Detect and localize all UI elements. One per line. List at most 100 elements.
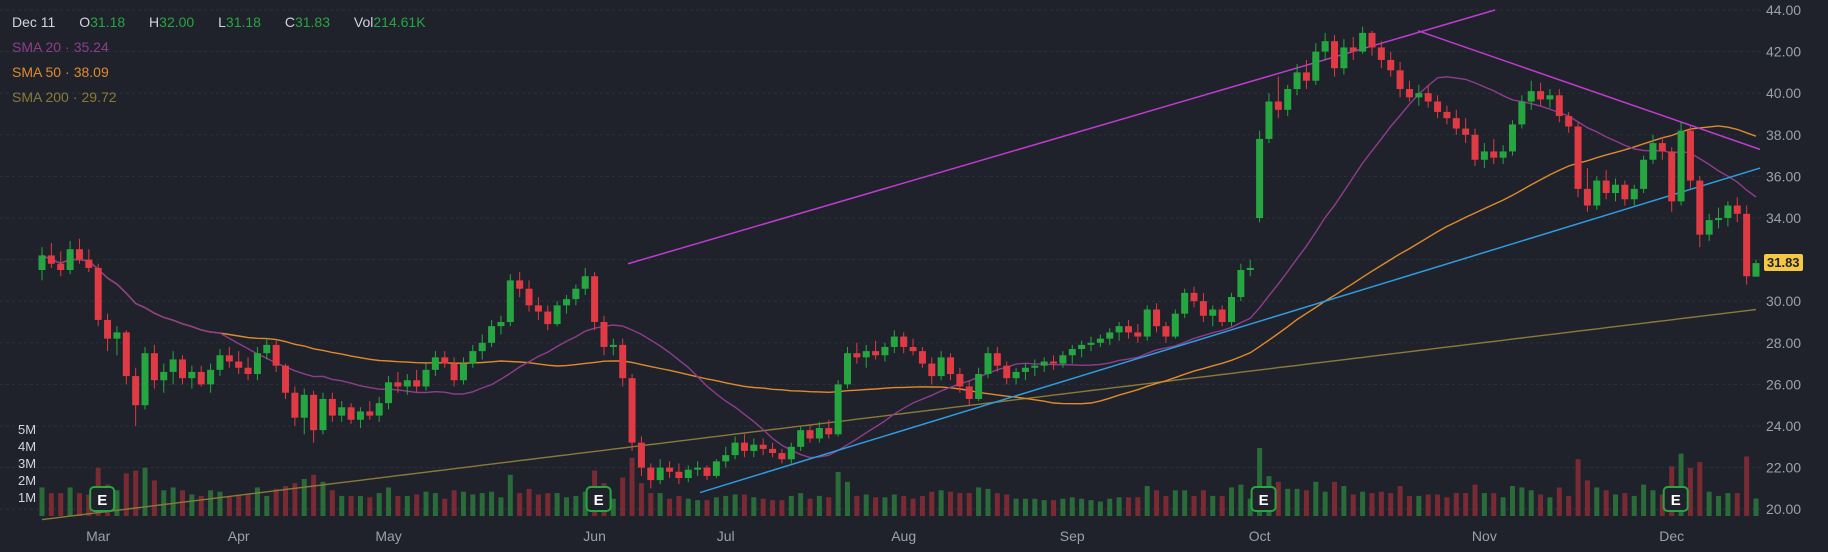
volume-bar	[386, 487, 392, 516]
volume-bar	[1744, 456, 1750, 516]
high-value: 32.00	[159, 14, 195, 30]
candle-body	[1068, 349, 1076, 356]
candle-body	[375, 403, 383, 416]
candle-body	[759, 444, 767, 449]
candle-body	[1387, 59, 1395, 71]
volume-bar	[273, 488, 279, 516]
earnings-marker[interactable]: E	[585, 486, 612, 512]
candle-body	[1733, 205, 1741, 214]
volume-bar	[1463, 493, 1469, 516]
candle-body	[722, 455, 730, 462]
volume-bar	[423, 491, 429, 516]
earnings-marker[interactable]: E	[1250, 486, 1277, 512]
volume-bar	[301, 479, 307, 516]
volume-bar	[292, 483, 298, 516]
candle-body	[881, 346, 889, 356]
candlesticks	[38, 26, 1760, 489]
volume-bar	[123, 473, 129, 516]
volume-bar	[1200, 490, 1206, 516]
candle-body	[1405, 89, 1413, 98]
volume-bar	[1594, 487, 1600, 516]
month-label: Jul	[717, 528, 735, 544]
volume-bar	[1341, 486, 1347, 516]
volume-bar	[966, 493, 972, 516]
volume-bar	[1622, 493, 1628, 516]
candle-body	[319, 398, 327, 431]
volume-bar	[170, 487, 176, 516]
earnings-label: E	[1671, 492, 1681, 509]
candle-body	[1527, 91, 1535, 102]
volume-bar	[976, 487, 982, 516]
volume-bar	[629, 457, 635, 516]
legend-date: Dec 11	[12, 14, 56, 30]
volume-bar	[657, 493, 663, 516]
volume-bar	[357, 495, 363, 516]
candle-body	[132, 376, 140, 406]
candle-body	[1443, 111, 1451, 119]
candle-body	[469, 351, 477, 364]
close-label: C31.83	[284, 14, 331, 30]
volume-bar	[489, 491, 495, 516]
candle-body	[740, 442, 748, 451]
candle-body	[244, 367, 252, 374]
volume-bar	[189, 494, 195, 516]
volume-bar	[1435, 494, 1441, 516]
volume-bar	[404, 495, 410, 516]
candle-body	[684, 469, 692, 478]
candle-body	[1059, 355, 1067, 364]
price-tick-label: 20.00	[1766, 501, 1801, 517]
volume-bar	[526, 488, 532, 516]
candle-body	[1471, 134, 1479, 160]
volume-bar	[1060, 498, 1066, 516]
candle-body	[150, 353, 158, 381]
volume-bar	[1350, 494, 1356, 516]
candle-body	[572, 288, 580, 300]
sma-200-path	[41, 308, 1757, 521]
earnings-marker[interactable]: E	[89, 486, 116, 512]
sma-200-line	[41, 308, 1757, 521]
volume-bar	[1678, 453, 1684, 516]
candle-body	[282, 365, 290, 393]
volume-bar	[348, 495, 354, 516]
upper-channel-line	[627, 9, 1496, 265]
sma-50-legend[interactable]: SMA 50 · 38.09	[12, 64, 109, 80]
candle-body	[1246, 267, 1254, 270]
candle-body	[843, 353, 851, 385]
candle-body	[1508, 124, 1516, 152]
candle-body	[75, 249, 83, 260]
volume-bar	[760, 498, 766, 516]
earnings-marker[interactable]: E	[1662, 486, 1689, 512]
candle-body	[160, 371, 168, 381]
candle-body	[656, 467, 664, 481]
candle-body	[797, 430, 805, 447]
volume-bar	[517, 493, 523, 516]
volume-bar	[1500, 497, 1506, 516]
volume-bar	[882, 497, 888, 516]
volume-bar	[573, 495, 579, 516]
volume-bar	[667, 498, 673, 516]
candle-body	[1050, 361, 1058, 364]
volume-bar	[891, 494, 897, 516]
open-label: O31.18	[79, 14, 126, 30]
volume-bar	[1294, 488, 1300, 516]
volume-bar	[1753, 498, 1759, 516]
volume-bar	[1697, 462, 1703, 516]
volume-bar	[151, 480, 157, 516]
price-tick-label: 26.00	[1766, 376, 1801, 392]
volume-bar	[854, 495, 860, 516]
volume-bar	[1613, 494, 1619, 516]
candle-body	[675, 471, 683, 478]
volume-bar	[732, 494, 738, 516]
volume-bar	[807, 498, 813, 516]
volume-bar	[311, 474, 317, 516]
volume-bar	[1041, 500, 1047, 516]
candle-body	[1462, 128, 1470, 135]
candle-body	[694, 467, 702, 470]
sma-200-legend[interactable]: SMA 200 · 29.72	[12, 89, 117, 105]
candle-body	[1199, 301, 1207, 316]
volume-bar	[535, 494, 541, 516]
sma-20-legend[interactable]: SMA 20 · 35.24	[12, 39, 109, 55]
price-tick-label: 36.00	[1766, 168, 1801, 184]
